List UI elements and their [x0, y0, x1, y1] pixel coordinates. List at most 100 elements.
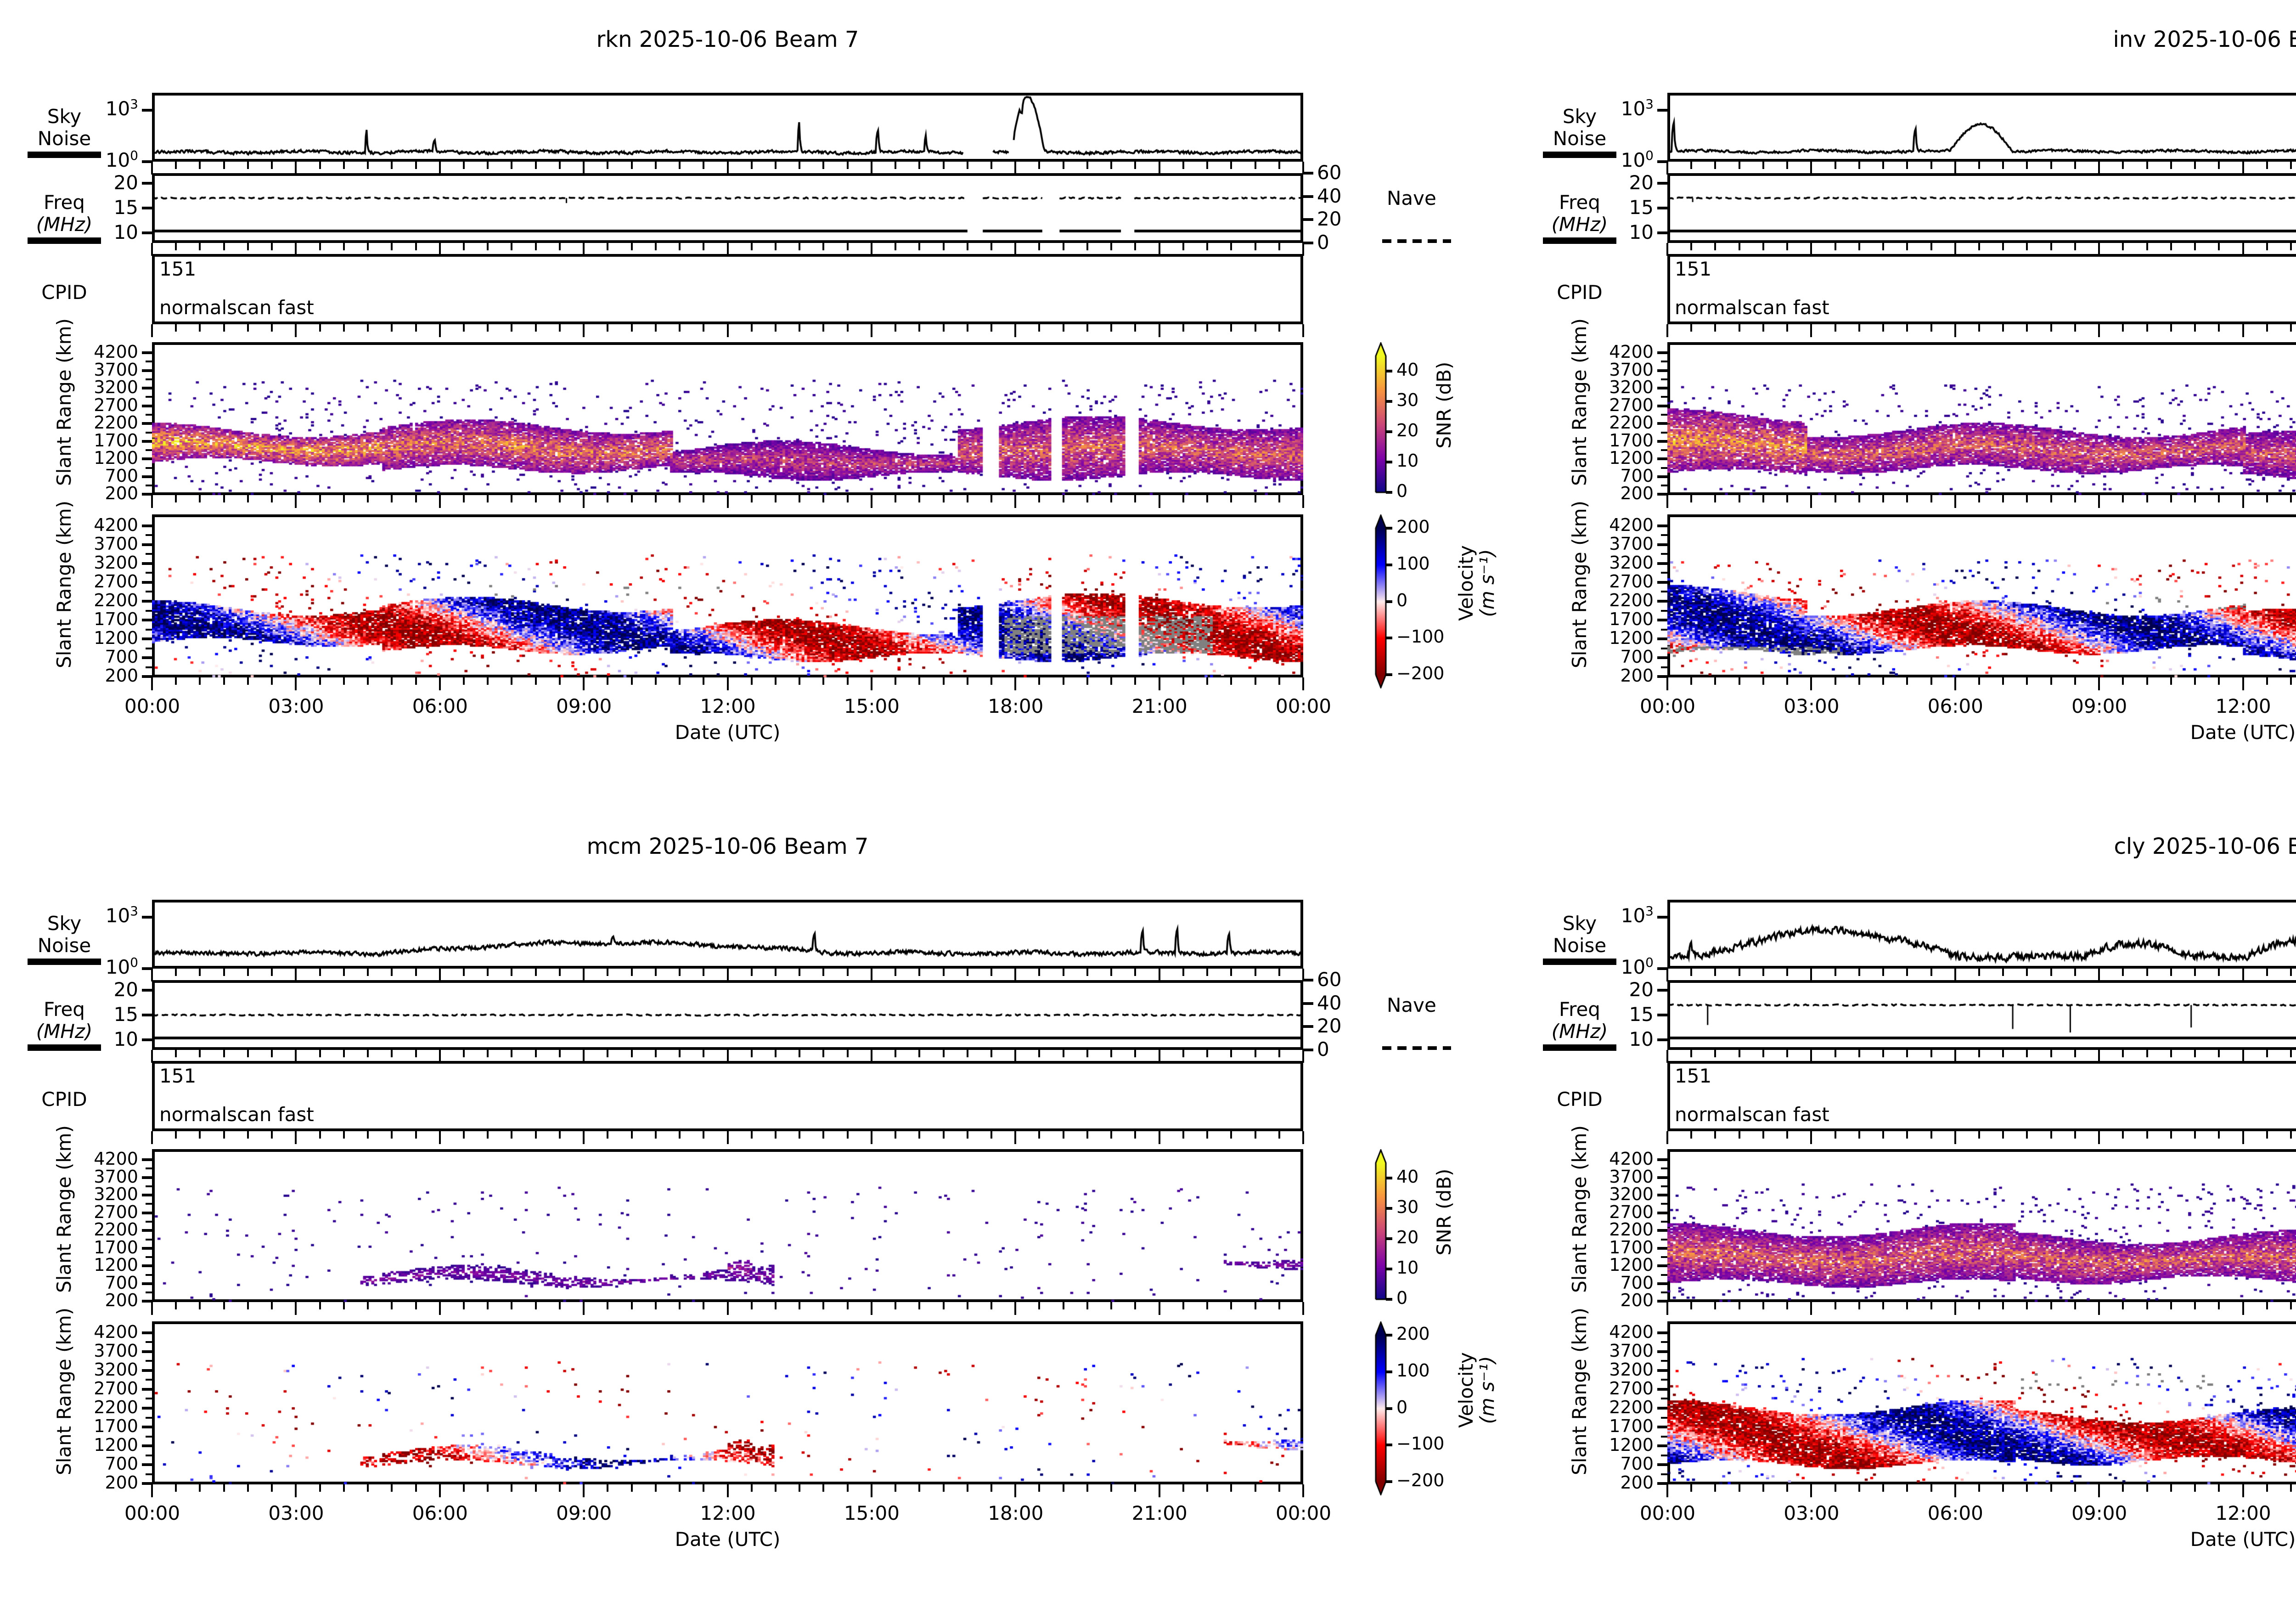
x-tick-mark [751, 495, 753, 502]
range-tick-mark [142, 493, 152, 496]
sky-noise-tick-mark [142, 109, 152, 112]
x-tick-mark [2266, 324, 2268, 332]
x-tick-mark [1930, 1302, 1932, 1309]
range-minor-tick [146, 1167, 152, 1169]
x-tick-mark [2098, 1131, 2100, 1144]
x-tick-mark [2074, 495, 2076, 502]
range-minor-tick [1661, 1341, 1667, 1343]
x-tick-mark [2146, 677, 2148, 685]
x-tick-mark [2290, 1302, 2292, 1309]
snr-colorbar-tick [1386, 461, 1392, 463]
x-tick-mark [990, 677, 992, 685]
range-tick-label: 2700 [88, 395, 138, 415]
x-tick-mark [918, 1302, 920, 1309]
x-tick-mark [2026, 1484, 2028, 1492]
x-tick-mark [1278, 162, 1280, 169]
x-tick-mark [895, 1302, 896, 1309]
range-minor-tick [1661, 1398, 1667, 1399]
x-tick-mark [1690, 1050, 1692, 1057]
range-tick-label: 200 [88, 1290, 138, 1310]
x-tick-mark [319, 1302, 321, 1309]
range-minor-tick [146, 572, 152, 574]
freq-tick-label: 15 [92, 196, 138, 219]
x-tick-mark [2122, 1484, 2124, 1492]
x-tick-mark [751, 162, 753, 169]
range-minor-tick [146, 361, 152, 362]
x-tick-mark [1810, 1131, 1812, 1144]
range-minor-tick [146, 1341, 152, 1343]
x-tick-mark [247, 243, 249, 250]
range-tick-label: 1700 [88, 1237, 138, 1258]
snr-heatmap [152, 342, 1303, 495]
x-tick-mark [1182, 324, 1184, 332]
x-tick-mark [2002, 677, 2004, 685]
legend-line-dashed [1382, 1046, 1451, 1050]
x-tick-mark [1159, 969, 1160, 981]
cpid-axes [152, 1061, 1303, 1131]
range-tick-mark [1657, 351, 1667, 354]
legend-line-solid [1543, 237, 1616, 244]
x-tick-label: 03:00 [268, 695, 323, 717]
x-tick-mark [463, 1131, 465, 1139]
x-tick-label: 03:00 [1784, 1502, 1839, 1524]
x-tick-mark [1882, 1484, 1884, 1492]
x-tick-mark [2002, 1131, 2004, 1139]
x-tick-mark [918, 677, 920, 685]
x-tick-mark [943, 677, 945, 685]
x-tick-mark [415, 677, 417, 685]
x-tick-mark [2074, 1302, 2076, 1309]
range-tick-label: 1700 [1603, 430, 1654, 451]
nave-tick-mark [1303, 242, 1313, 244]
range-tick-label: 3700 [1603, 360, 1654, 380]
x-tick-mark [1739, 1302, 1740, 1309]
range-tick-label: 700 [1603, 466, 1654, 486]
snr-colorbar [1374, 1149, 1387, 1313]
x-tick-mark [918, 243, 920, 250]
range-tick-mark [142, 562, 152, 565]
x-tick-mark [2026, 162, 2028, 169]
sky-noise-tick-label: 100 [1608, 148, 1654, 171]
x-tick-mark [631, 969, 633, 976]
x-tick-mark [847, 1050, 849, 1057]
x-tick-mark [1762, 969, 1764, 976]
x-tick-mark [607, 495, 608, 502]
x-tick-mark [679, 1484, 681, 1492]
x-tick-mark [1978, 1484, 1980, 1492]
x-tick-mark [2122, 495, 2124, 502]
x-tick-mark [2218, 1302, 2220, 1309]
range-tick-mark [142, 457, 152, 460]
x-tick-mark [1134, 495, 1136, 502]
x-tick-mark [1230, 1131, 1232, 1139]
x-tick-mark [2074, 1484, 2076, 1492]
x-tick-mark [2218, 1050, 2220, 1057]
x-tick-mark [247, 1484, 249, 1492]
x-tick-mark [1255, 1302, 1256, 1309]
range-minor-tick [1661, 1239, 1667, 1241]
x-tick-mark [799, 1050, 800, 1057]
x-tick-mark [2146, 1302, 2148, 1309]
velocity-colorbar-tick [1386, 564, 1392, 566]
x-tick-mark [2146, 162, 2148, 169]
x-tick-mark [2146, 324, 2148, 332]
x-tick-mark [871, 677, 872, 690]
x-tick-mark [1930, 495, 1932, 502]
x-tick-mark [1110, 1131, 1112, 1139]
x-tick-mark [1666, 495, 1668, 508]
x-tick-mark [2266, 243, 2268, 250]
x-tick-mark [1930, 1050, 1932, 1057]
range-tick-label: 2200 [1603, 590, 1654, 610]
x-tick-mark [1690, 495, 1692, 502]
x-tick-mark [1762, 1050, 1764, 1057]
range-minor-tick [1661, 1203, 1667, 1205]
freq-tick-mark [142, 207, 152, 209]
x-tick-mark [1858, 1302, 1860, 1309]
x-tick-mark [223, 162, 225, 169]
x-tick-mark [343, 677, 345, 685]
x-tick-mark [655, 1302, 657, 1309]
x-tick-mark [1882, 1050, 1884, 1057]
x-tick-mark [271, 162, 273, 169]
x-tick-mark [271, 1050, 273, 1057]
x-tick-mark [343, 1131, 345, 1139]
x-tick-mark [2266, 969, 2268, 976]
